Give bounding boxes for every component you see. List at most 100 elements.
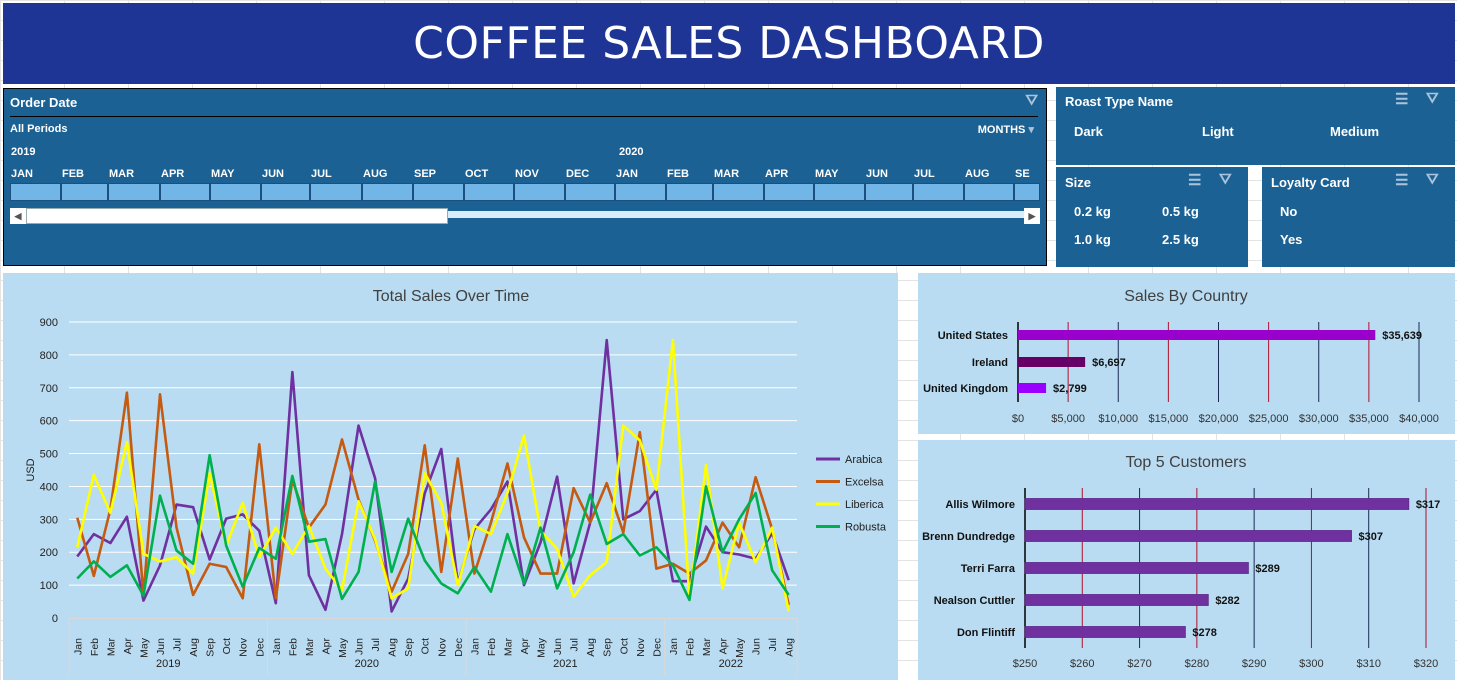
timeline-month-cell[interactable] — [61, 183, 108, 201]
size-slicer: Size ☰ ⛛ 0.2 kg 0.5 kg 1.0 kg 2.5 kg — [1056, 167, 1248, 267]
timeline-month-cell[interactable] — [964, 183, 1014, 201]
timeline-month-cell[interactable] — [615, 183, 666, 201]
timeline-month-cell[interactable] — [160, 183, 210, 201]
year-label: 2021 — [553, 658, 577, 670]
bar — [1018, 357, 1086, 367]
x-tick-label: $250 — [1013, 658, 1037, 670]
slicer-item-dark[interactable]: Dark — [1074, 124, 1103, 139]
timeline-month-cell[interactable] — [261, 183, 310, 201]
timeline-month-cell[interactable] — [713, 183, 764, 201]
slicer-item-medium[interactable]: Medium — [1330, 124, 1380, 139]
multi-select-icon[interactable]: ☰ — [1395, 172, 1409, 189]
x-tick-label: $5,000 — [1051, 413, 1085, 425]
slicer-item[interactable]: 2.5 kg — [1162, 232, 1199, 247]
time-level-dropdown[interactable]: MONTHS ▾ — [978, 123, 1034, 136]
timeline-month-label: MAR — [714, 168, 740, 180]
timeline-month-label: SEP — [414, 168, 437, 180]
x-tick-label: May — [734, 637, 746, 658]
clear-filter-icon[interactable]: ⛛ — [1426, 171, 1439, 188]
x-tick-label: Aug — [784, 638, 796, 657]
timeline-month-label: DEC — [566, 168, 590, 180]
x-tick-label: Dec — [254, 638, 266, 657]
data-label: $282 — [1215, 595, 1239, 607]
bar — [1024, 562, 1249, 574]
category-label: Don Flintiff — [957, 627, 1015, 639]
slicer-item-no[interactable]: No — [1280, 204, 1298, 219]
timeline-month-label: JUN — [262, 168, 285, 180]
category-label: Ireland — [972, 357, 1008, 369]
y-tick-label: 0 — [52, 613, 58, 625]
timeline-month-cell[interactable] — [10, 183, 61, 201]
x-tick-label: Jun — [354, 638, 366, 655]
slicer-item[interactable]: 0.2 kg — [1074, 204, 1111, 219]
year-label: 2019 — [11, 146, 36, 158]
timeline-month-cell[interactable] — [464, 183, 514, 201]
scroll-left-button[interactable]: ◀ — [10, 208, 26, 224]
x-tick-label: Aug — [387, 638, 399, 657]
x-tick-label: Jan — [72, 638, 84, 655]
timeline-month-cell[interactable] — [362, 183, 413, 201]
timeline-month-cell[interactable] — [865, 183, 913, 201]
clear-filter-icon[interactable]: ⛛ — [1025, 92, 1038, 109]
order-date-timeline[interactable]: Order Date ⛛ All Periods MONTHS ▾ 2019 2… — [3, 88, 1047, 266]
timeline-month-cell[interactable] — [666, 183, 713, 201]
slicer-header: Loyalty Card — [1271, 175, 1350, 190]
x-tick-label: Mar — [304, 638, 316, 657]
data-label: $289 — [1255, 563, 1279, 575]
scrollbar-thumb[interactable] — [26, 208, 448, 224]
clear-filter-icon[interactable]: ⛛ — [1219, 171, 1232, 188]
timeline-month-cell[interactable] — [108, 183, 160, 201]
timeline-month-cell[interactable] — [310, 183, 362, 201]
x-tick-label: Jan — [271, 638, 283, 655]
data-label: $307 — [1359, 531, 1383, 543]
year-label: 2019 — [156, 658, 180, 670]
x-tick-label: Aug — [585, 638, 597, 657]
slicer-item[interactable]: 1.0 kg — [1074, 232, 1111, 247]
x-tick-label: Nov — [635, 637, 647, 656]
multi-select-icon[interactable]: ☰ — [1395, 91, 1409, 108]
series-line-robusta — [76, 453, 790, 602]
year-label: 2022 — [719, 658, 743, 670]
category-label: United Kingdom — [923, 383, 1008, 395]
series-line-arabica — [76, 338, 790, 613]
x-tick-label: Sep — [403, 638, 415, 657]
timeline-month-cell[interactable] — [913, 183, 964, 201]
x-tick-label: Apr — [122, 638, 134, 655]
series-line-excelsa — [76, 391, 790, 606]
slicer-item-light[interactable]: Light — [1202, 124, 1234, 139]
timeline-month-cell[interactable] — [210, 183, 261, 201]
slicer-item[interactable]: 0.5 kg — [1162, 204, 1199, 219]
x-tick-label: Dec — [651, 638, 663, 657]
timeline-month-cell[interactable] — [565, 183, 615, 201]
timeline-month-cell[interactable] — [764, 183, 814, 201]
period-label: All Periods — [10, 123, 68, 135]
divider — [10, 116, 1038, 117]
scrollbar-track[interactable] — [26, 211, 1024, 218]
slicer-item-yes[interactable]: Yes — [1280, 232, 1303, 247]
timeline-month-cell[interactable] — [1014, 183, 1040, 201]
multi-select-icon[interactable]: ☰ — [1188, 172, 1202, 189]
x-tick-label: Oct — [420, 638, 432, 654]
line-chart-title: Total Sales Over Time — [373, 288, 530, 305]
scroll-right-button[interactable]: ▶ — [1024, 208, 1040, 224]
x-tick-label: $260 — [1070, 658, 1094, 670]
y-tick-label: 600 — [40, 416, 58, 428]
timeline-month-cell[interactable] — [514, 183, 565, 201]
timeline-month-cell[interactable] — [814, 183, 865, 201]
timeline-header: Order Date — [10, 95, 78, 110]
timeline-month-label: FEB — [62, 168, 84, 180]
x-tick-label: Jun — [155, 638, 167, 655]
x-tick-label: Nov — [436, 637, 448, 656]
x-tick-label: Feb — [684, 638, 696, 656]
x-tick-label: May — [337, 637, 349, 658]
timeline-month-label: JUL — [311, 168, 332, 180]
x-tick-label: $300 — [1299, 658, 1323, 670]
category-label: Allis Wilmore — [945, 499, 1015, 511]
timeline-month-label: NOV — [515, 168, 539, 180]
timeline-month-cell[interactable] — [413, 183, 464, 201]
time-level-label: MONTHS — [977, 124, 1026, 136]
legend-label: Arabica — [845, 454, 883, 466]
y-tick-label: 800 — [40, 350, 58, 362]
clear-filter-icon[interactable]: ⛛ — [1426, 90, 1439, 107]
slicer-header: Size — [1065, 175, 1092, 190]
